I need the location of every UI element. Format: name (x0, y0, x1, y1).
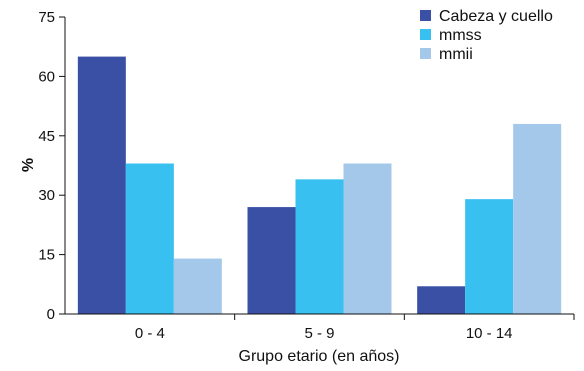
bar-mmii-0 (173, 258, 222, 314)
bar-mmss-2 (465, 199, 514, 314)
bar-mmss-1 (295, 179, 344, 314)
legend-swatch (420, 48, 431, 59)
legend-swatch (420, 10, 431, 21)
y-axis-title: % (20, 158, 37, 172)
legend-label: Cabeza y cuello (439, 8, 553, 25)
y-tick-label: 75 (38, 9, 55, 26)
x-tick-label: 0 - 4 (135, 325, 165, 342)
x-tick-label: 5 - 9 (304, 325, 334, 342)
bar-mmii-1 (343, 163, 392, 314)
bar-mmss-0 (125, 163, 174, 314)
y-tick-label: 60 (38, 68, 55, 85)
bar-mmii-2 (513, 123, 562, 314)
y-tick-label: 45 (38, 128, 55, 145)
y-tick-label: 0 (47, 306, 55, 323)
x-ticks-group: 0 - 4 5 - 9 10 - 14 (135, 314, 575, 342)
bar-cabeza-y-cuello-0 (77, 56, 126, 314)
x-axis-title: Grupo etario (en años) (239, 348, 400, 365)
x-tick-label: 10 - 14 (466, 325, 513, 342)
legend-swatch (420, 29, 431, 40)
bars-group (77, 56, 562, 314)
bar-cabeza-y-cuello-2 (417, 286, 466, 314)
y-tick-label: 30 (38, 187, 55, 204)
bar-cabeza-y-cuello-1 (247, 207, 296, 314)
legend: Cabeza y cuello mmss mmii (420, 8, 553, 63)
legend-label: mmss (439, 27, 482, 44)
legend-label: mmii (439, 46, 473, 63)
y-ticks-group: 0 15 30 45 60 75 (38, 9, 65, 323)
y-tick-label: 15 (38, 247, 55, 264)
